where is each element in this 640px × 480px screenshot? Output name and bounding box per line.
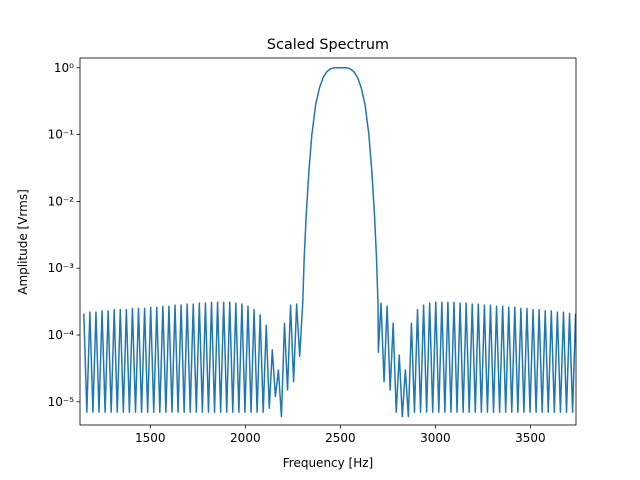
x-tick-label: 3000 <box>420 431 451 445</box>
x-tick-label: 1500 <box>135 431 166 445</box>
chart-title: Scaled Spectrum <box>267 37 389 53</box>
y-axis-label: Amplitude [Vrms] <box>16 189 30 295</box>
x-tick-label: 3500 <box>515 431 546 445</box>
x-tick-label: 2500 <box>325 431 356 445</box>
y-tick-label: 10⁻² <box>48 194 75 208</box>
y-tick-label: 10⁻⁴ <box>48 328 75 342</box>
y-tick-label: 10⁻³ <box>48 261 75 275</box>
y-tick-label: 10⁻¹ <box>48 128 75 142</box>
plot-frame <box>79 57 577 426</box>
x-axis-label: Frequency [Hz] <box>283 456 374 470</box>
y-tick-label: 10⁰ <box>54 61 74 75</box>
spectrum-line <box>83 67 576 418</box>
x-tick-label: 2000 <box>230 431 261 445</box>
y-tick-label: 10⁻⁵ <box>48 395 75 409</box>
